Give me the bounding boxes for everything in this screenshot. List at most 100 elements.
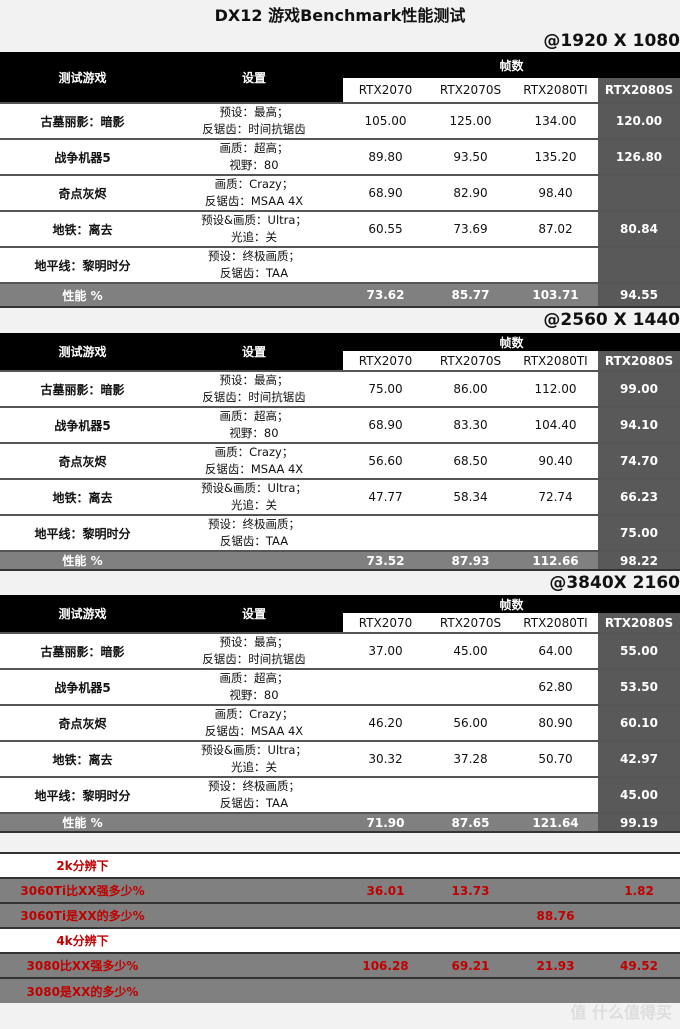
fps-value: 135.20 — [513, 138, 598, 175]
fps-value: 68.50 — [428, 442, 513, 479]
header-gpu: RTX2070 — [343, 78, 428, 103]
game-settings: 预设：终极画质； 反锯齿：TAA — [165, 514, 343, 551]
setting-line: 预设：最高； — [219, 373, 289, 387]
comparison-value — [598, 977, 680, 1003]
table-row: 战争机器5 画质：超高； 视野：80 89.80 93.50 135.20 126.80 — [0, 138, 680, 175]
fps-value: 50.70 — [513, 740, 598, 777]
header-gpu: RTX2080S — [598, 613, 680, 633]
fps-value — [343, 246, 428, 283]
perf-value: 112.66 — [513, 550, 598, 571]
fps-value: 134.00 — [513, 102, 598, 139]
setting-line: 预设：最高； — [219, 105, 289, 119]
comparison-value — [513, 927, 598, 953]
game-name: 奇点灰烬 — [0, 704, 165, 741]
fps-value: 47.77 — [343, 478, 428, 515]
fps-value: 37.00 — [343, 632, 428, 669]
setting-line: 反锯齿：MSAA 4X — [204, 194, 304, 208]
empty — [165, 977, 343, 1003]
comparison-value: 13.73 — [428, 877, 513, 903]
perf-label: 性能 % — [0, 812, 165, 833]
fps-value: 46.20 — [343, 704, 428, 741]
comparison-value: 106.28 — [343, 952, 428, 978]
game-settings: 画质：超高； 视野：80 — [165, 406, 343, 443]
table-row: 奇点灰烬 画质：Crazy； 反锯齿：MSAA 4X 46.20 56.00 80.90 6… — [0, 704, 680, 741]
comparison-value — [513, 877, 598, 903]
game-name: 地铁：离去 — [0, 740, 165, 777]
header-game: 测试游戏 — [0, 52, 165, 103]
perf-value: 73.52 — [343, 550, 428, 571]
comparison-value — [343, 927, 428, 953]
comparison-value — [428, 852, 513, 878]
comparison-row: 3060Ti是XX的多少% 88.76 — [0, 902, 680, 928]
game-name: 地平线：黎明时分 — [0, 514, 165, 551]
fps-value: 90.40 — [513, 442, 598, 479]
fps-value: 104.40 — [513, 406, 598, 443]
fps-value — [428, 668, 513, 705]
comparison-row: 3080是XX的多少% — [0, 977, 680, 1003]
fps-value: 60.55 — [343, 210, 428, 247]
perf-value: 98.22 — [598, 550, 680, 571]
fps-value — [513, 246, 598, 283]
fps-value — [598, 246, 680, 283]
comparison-table: 2k分辨下 3060Ti比XX强多少% 36.01 13.73 1.82 3060Ti是X… — [0, 852, 680, 1003]
performance-row: 性能 % 73.52 87.93 112.66 98.22 — [0, 550, 680, 571]
benchmark-table: 测试游戏 设置 帧数 RTX2070 RTX2070S RTX2080TI RTX2080S… — [0, 333, 680, 571]
setting-line: 反锯齿：时间抗锯齿 — [202, 122, 306, 136]
perf-value: 121.64 — [513, 812, 598, 833]
perf-value: 71.90 — [343, 812, 428, 833]
header-settings: 设置 — [165, 52, 343, 103]
table-row: 地铁：离去 预设&画质：Ultra； 光追：关 30.32 37.28 50.70 42.9… — [0, 740, 680, 777]
game-settings: 画质：Crazy； 反锯齿：MSAA 4X — [165, 174, 343, 211]
game-settings: 画质：超高； 视野：80 — [165, 668, 343, 705]
fps-value — [343, 776, 428, 813]
header-gpu: RTX2080TI — [513, 78, 598, 103]
perf-value: 87.65 — [428, 812, 513, 833]
setting-line: 预设：终极画质； — [208, 517, 300, 531]
game-name: 古墓丽影：暗影 — [0, 102, 165, 139]
resolution-label: @2560 X 1440 — [543, 310, 680, 330]
resolution-label: @3840X 2160 — [549, 573, 680, 593]
game-name: 古墓丽影：暗影 — [0, 632, 165, 669]
game-name: 地铁：离去 — [0, 210, 165, 247]
fps-value: 80.84 — [598, 210, 680, 247]
game-name: 战争机器5 — [0, 668, 165, 705]
fps-value: 105.00 — [343, 102, 428, 139]
setting-line: 预设&画质：Ultra； — [201, 743, 307, 757]
game-settings: 预设：最高； 反锯齿：时间抗锯齿 — [165, 370, 343, 407]
empty — [165, 902, 343, 928]
header-fps: 帧数 — [343, 333, 680, 351]
empty — [165, 812, 343, 833]
header-settings: 设置 — [165, 333, 343, 371]
setting-line: 视野：80 — [229, 426, 279, 440]
fps-value: 74.70 — [598, 442, 680, 479]
fps-value: 112.00 — [513, 370, 598, 407]
fps-value: 94.10 — [598, 406, 680, 443]
table-row: 地平线：黎明时分 预设：终极画质； 反锯齿：TAA — [0, 246, 680, 283]
fps-value — [513, 776, 598, 813]
fps-value: 60.10 — [598, 704, 680, 741]
fps-value: 87.02 — [513, 210, 598, 247]
setting-line: 反锯齿：TAA — [219, 534, 289, 548]
setting-line: 预设：终极画质； — [208, 249, 300, 263]
setting-line: 反锯齿：时间抗锯齿 — [202, 390, 306, 404]
fps-value: 42.97 — [598, 740, 680, 777]
fps-value: 75.00 — [598, 514, 680, 551]
perf-value: 103.71 — [513, 282, 598, 308]
perf-label: 性能 % — [0, 282, 165, 308]
resolution-label: @1920 X 1080 — [543, 31, 680, 51]
comparison-value: 88.76 — [513, 902, 598, 928]
perf-label: 性能 % — [0, 550, 165, 571]
header-gpu: RTX2080TI — [513, 613, 598, 633]
comparison-value — [598, 902, 680, 928]
empty — [165, 852, 343, 878]
fps-value: 73.69 — [428, 210, 513, 247]
setting-line: 反锯齿：MSAA 4X — [204, 462, 304, 476]
fps-value — [343, 514, 428, 551]
table-row: 地平线：黎明时分 预设：终极画质； 反锯齿：TAA 45.00 — [0, 776, 680, 813]
fps-value: 98.40 — [513, 174, 598, 211]
header-gpu: RTX2070S — [428, 78, 513, 103]
setting-line: 画质：超高； — [219, 409, 289, 423]
comparison-value: 21.93 — [513, 952, 598, 978]
empty — [165, 550, 343, 571]
comparison-value: 69.21 — [428, 952, 513, 978]
